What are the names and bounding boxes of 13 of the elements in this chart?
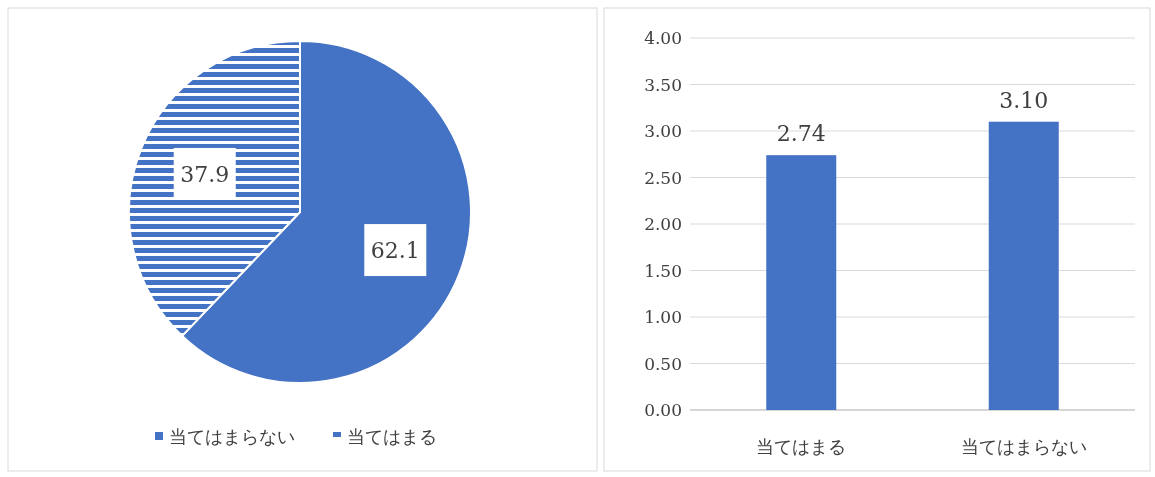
y-tick-label: 0.50 [644,353,682,374]
data-label: 3.10 [999,87,1049,113]
y-tick-label: 0.00 [644,400,682,420]
y-tick-label: 1.00 [644,307,682,327]
y-tick-label: 4.00 [644,28,682,48]
y-tick-label: 2.50 [644,167,682,188]
data-label: 2.74 [776,121,826,147]
data-label: 37.9 [180,161,230,187]
y-tick-label: 3.50 [644,74,682,95]
y-tick-label: 2.00 [644,214,682,234]
y-tick-label: 3.00 [644,121,682,141]
data-label: 62.1 [370,238,420,264]
y-tick-label: 1.50 [644,260,682,281]
